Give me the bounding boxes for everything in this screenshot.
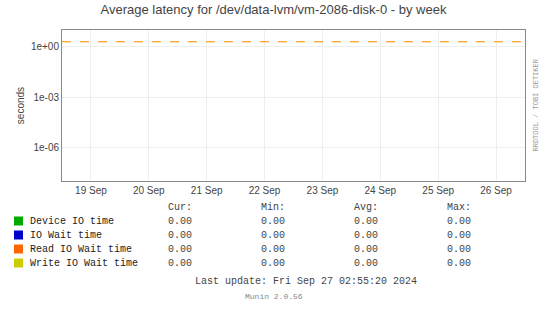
svg-text:0.00: 0.00	[168, 216, 192, 227]
svg-text:25 Sep: 25 Sep	[422, 185, 454, 196]
svg-text:0.00: 0.00	[447, 258, 471, 269]
svg-text:0.00: 0.00	[168, 258, 192, 269]
svg-text:22 Sep: 22 Sep	[249, 185, 281, 196]
svg-text:1e-06: 1e-06	[33, 142, 59, 153]
svg-text:Write IO Wait time: Write IO Wait time	[30, 258, 138, 269]
svg-text:1e+00: 1e+00	[31, 41, 60, 52]
svg-text:0.00: 0.00	[354, 244, 378, 255]
svg-text:IO Wait time: IO Wait time	[30, 230, 102, 241]
svg-text:seconds: seconds	[15, 87, 26, 124]
svg-text:24 Sep: 24 Sep	[364, 185, 396, 196]
svg-text:Avg:: Avg:	[354, 202, 378, 213]
svg-text:Device IO time: Device IO time	[30, 216, 114, 227]
svg-text:Max:: Max:	[447, 202, 471, 213]
svg-text:0.00: 0.00	[261, 258, 285, 269]
svg-text:0.00: 0.00	[261, 230, 285, 241]
svg-text:19 Sep: 19 Sep	[75, 185, 107, 196]
svg-text:Munin 2.0.56: Munin 2.0.56	[245, 292, 303, 301]
svg-text:0.00: 0.00	[447, 216, 471, 227]
svg-text:0.00: 0.00	[447, 230, 471, 241]
svg-text:0.00: 0.00	[168, 230, 192, 241]
svg-text:26 Sep: 26 Sep	[480, 185, 512, 196]
svg-text:0.00: 0.00	[261, 216, 285, 227]
svg-text:Cur:: Cur:	[168, 202, 192, 213]
svg-text:Average latency for /dev/data-: Average latency for /dev/data-lvm/vm-208…	[101, 2, 447, 17]
svg-text:0.00: 0.00	[354, 230, 378, 241]
svg-text:23 Sep: 23 Sep	[307, 185, 339, 196]
svg-text:1e-03: 1e-03	[33, 92, 59, 103]
svg-text:0.00: 0.00	[447, 244, 471, 255]
svg-text:Read IO Wait time: Read IO Wait time	[30, 244, 132, 255]
svg-text:Last update: Fri Sep 27 02:55:: Last update: Fri Sep 27 02:55:20 2024	[195, 276, 417, 287]
svg-text:RRDTOOL / TOBI OETIKER: RRDTOOL / TOBI OETIKER	[532, 58, 540, 151]
svg-text:0.00: 0.00	[354, 216, 378, 227]
svg-text:0.00: 0.00	[354, 258, 378, 269]
svg-text:Min:: Min:	[261, 202, 285, 213]
svg-text:0.00: 0.00	[168, 244, 192, 255]
svg-text:0.00: 0.00	[261, 244, 285, 255]
svg-text:20 Sep: 20 Sep	[133, 185, 165, 196]
svg-text:21 Sep: 21 Sep	[191, 185, 223, 196]
